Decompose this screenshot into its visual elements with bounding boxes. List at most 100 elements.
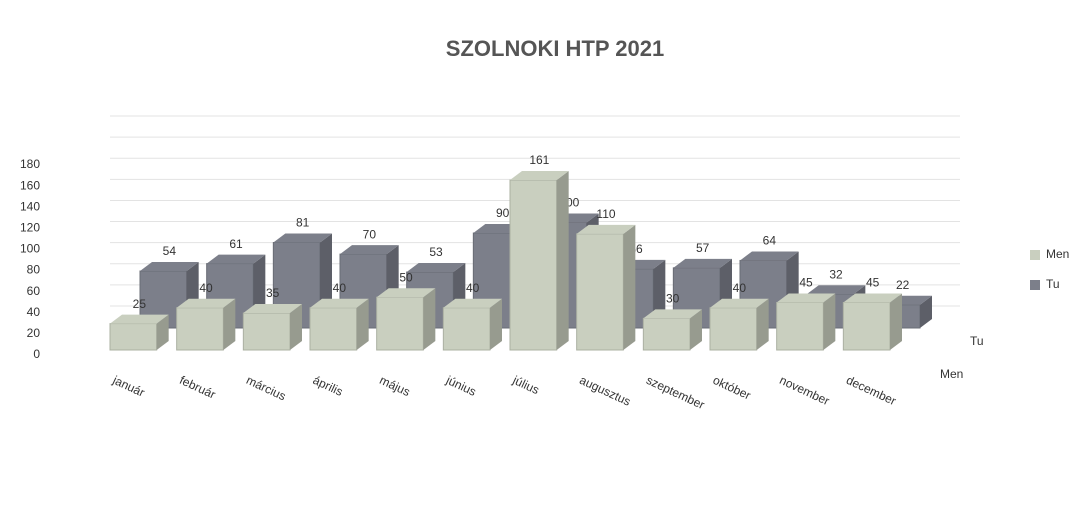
bar-front: [176, 307, 224, 351]
bar-front: [842, 302, 891, 351]
x-tick-label: január: [110, 372, 147, 399]
bar-side: [823, 293, 836, 350]
bar-top: [843, 293, 902, 303]
x-tick-label: március: [244, 373, 288, 403]
bar-front: [576, 233, 624, 351]
bar-top: [110, 314, 169, 324]
bar-front: [309, 307, 358, 351]
data-label: 40: [466, 281, 480, 295]
bar-front: [776, 302, 824, 351]
bar-top: [406, 263, 466, 273]
bar: [309, 298, 369, 351]
bar-front: [509, 179, 558, 351]
bar: [109, 314, 169, 351]
x-tick-label: december: [844, 373, 898, 408]
y-tick-label: 40: [27, 305, 41, 319]
bar-top: [710, 298, 769, 308]
bar: [442, 298, 502, 351]
bar-side: [423, 288, 436, 350]
bar-top: [273, 233, 332, 243]
bar-top: [673, 258, 732, 268]
bar: [776, 293, 836, 351]
bar-side: [890, 293, 902, 350]
bar-side: [356, 298, 369, 350]
bar-side: [556, 171, 569, 350]
bar-top: [310, 298, 369, 308]
bar-front: [709, 307, 758, 351]
bar-top: [643, 309, 702, 319]
y-tick-label: 20: [27, 326, 41, 340]
data-label: 40: [333, 281, 347, 295]
data-label: 40: [733, 281, 747, 295]
data-label: 90: [496, 206, 510, 220]
bar-top: [443, 298, 502, 308]
data-label: 32: [829, 267, 843, 281]
data-label: 61: [229, 237, 243, 251]
bar: [709, 298, 769, 351]
chart-title: SZOLNOKI HTP 2021: [446, 36, 664, 61]
data-label: 81: [296, 216, 310, 230]
bar-top: [243, 304, 302, 314]
data-label: 53: [429, 245, 443, 259]
depth-label: Men: [940, 367, 963, 381]
y-tick-label: 60: [27, 284, 41, 298]
data-label: 25: [133, 297, 147, 311]
y-tick-label: 120: [20, 221, 40, 235]
x-tick-label: szeptember: [644, 373, 707, 412]
bar: [642, 309, 702, 351]
legend-swatch: [1030, 250, 1040, 260]
bar-side: [756, 298, 769, 350]
data-label: 110: [596, 207, 615, 221]
x-tick-label: október: [711, 373, 753, 403]
bar: [176, 298, 236, 351]
bar-top: [376, 288, 436, 298]
bar-top: [740, 251, 799, 261]
bar-top: [510, 171, 569, 181]
bar-side: [920, 295, 932, 328]
bar-top: [206, 254, 266, 264]
data-label: 54: [163, 244, 177, 258]
bar-side: [156, 314, 169, 350]
bar-top: [340, 245, 399, 255]
data-label: 70: [363, 227, 377, 241]
x-tick-label: május: [377, 373, 412, 399]
y-tick-label: 80: [27, 263, 41, 277]
bar-side: [623, 224, 636, 350]
bar-front: [242, 312, 291, 351]
bar-side: [223, 298, 236, 350]
data-label: 35: [266, 286, 280, 300]
bar-front: [376, 296, 424, 351]
bar-top: [776, 293, 836, 303]
bar-side: [690, 309, 702, 350]
bar-front: [642, 317, 691, 351]
y-tick-label: 160: [20, 178, 40, 192]
depth-label: Tu: [970, 334, 984, 348]
x-tick-label: július: [510, 372, 542, 397]
data-label: 45: [799, 276, 813, 290]
y-tick-label: 180: [20, 157, 40, 171]
bar-top: [806, 285, 866, 295]
legend-label: Men: [1046, 247, 1069, 261]
data-label: 57: [696, 241, 710, 255]
bar-top: [576, 224, 636, 234]
bar: [509, 171, 569, 351]
legend-swatch: [1030, 280, 1040, 290]
y-tick-label: 100: [20, 242, 40, 256]
bar: [576, 224, 636, 351]
x-tick-label: augusztus: [577, 373, 632, 409]
data-label: 30: [666, 292, 680, 306]
bar: [376, 288, 436, 351]
legend-label: Tu: [1046, 277, 1060, 291]
bar: [242, 304, 302, 351]
data-label: 161: [529, 153, 549, 167]
bar-front: [442, 307, 491, 351]
data-label: 45: [866, 276, 880, 290]
y-tick-label: 0: [33, 347, 40, 361]
y-tick-label: 140: [20, 199, 40, 213]
bar-side: [490, 298, 502, 350]
bar-front: [109, 323, 158, 351]
x-tick-label: február: [177, 373, 217, 402]
bar-top: [140, 262, 199, 271]
x-tick-label: április: [311, 373, 345, 399]
